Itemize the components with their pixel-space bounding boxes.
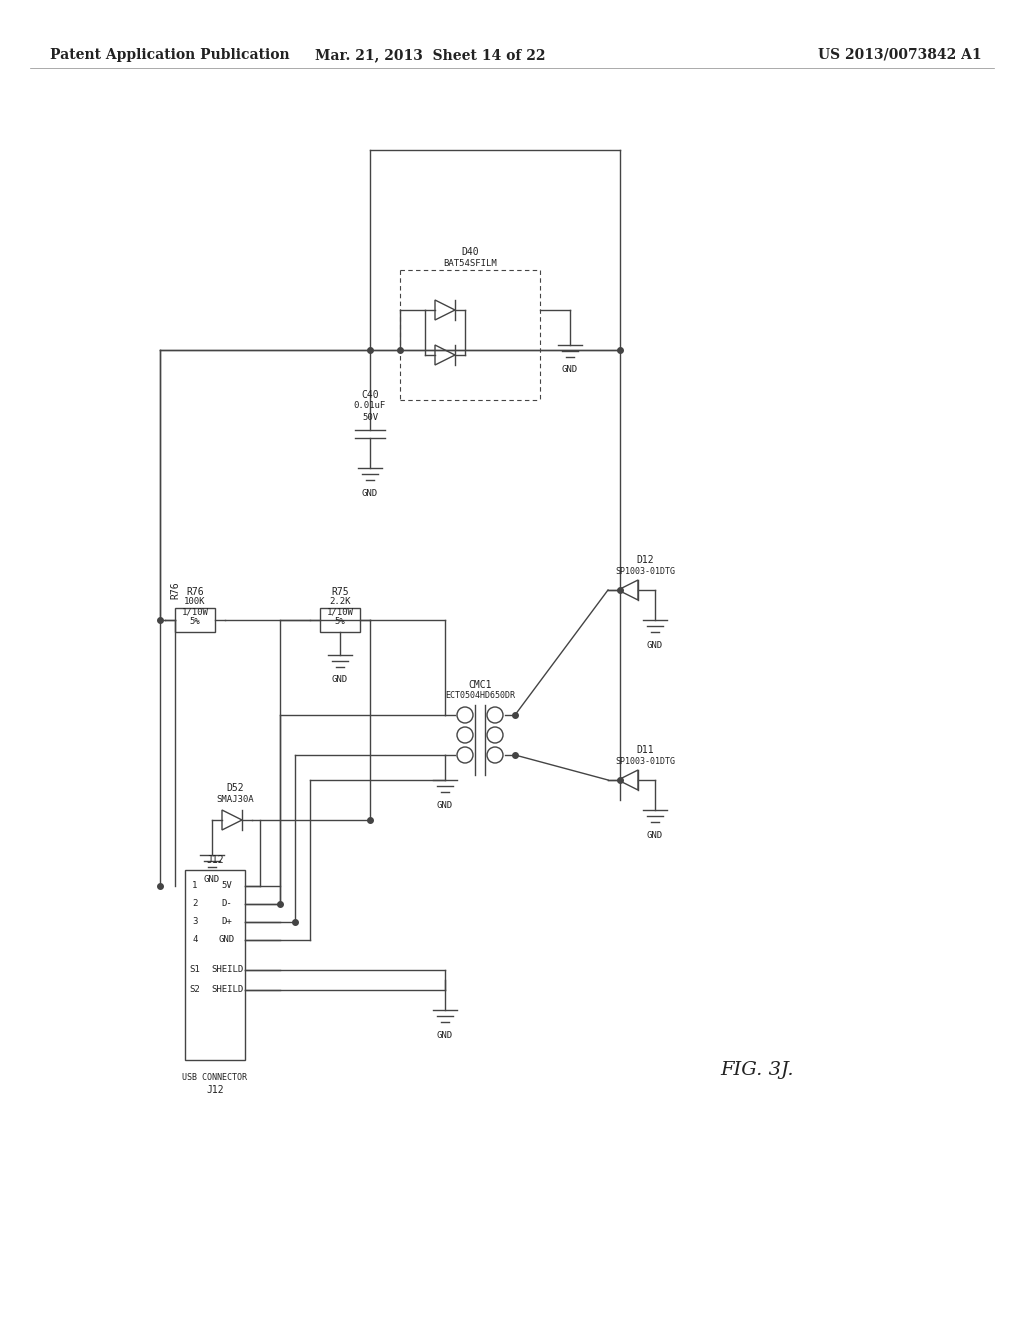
Text: R76: R76 [186,587,204,597]
Text: 1/10W: 1/10W [327,607,353,616]
Text: 2: 2 [193,899,198,908]
Text: J12: J12 [206,1085,224,1096]
Text: 3: 3 [193,917,198,927]
Text: SP1003-01DTG: SP1003-01DTG [615,566,675,576]
Text: S1: S1 [189,965,201,974]
Text: D52: D52 [226,783,244,793]
Text: GND: GND [361,488,378,498]
Text: CMC1: CMC1 [468,680,492,690]
Text: Mar. 21, 2013  Sheet 14 of 22: Mar. 21, 2013 Sheet 14 of 22 [314,48,545,62]
Text: ECT0504HD650DR: ECT0504HD650DR [445,690,515,700]
Text: 100K: 100K [184,598,206,606]
Text: US 2013/0073842 A1: US 2013/0073842 A1 [818,48,982,62]
Text: 50V: 50V [361,412,378,421]
Text: D40: D40 [461,247,479,257]
Text: R75: R75 [331,587,349,597]
Text: D+: D+ [221,917,232,927]
Text: GND: GND [562,366,579,375]
Text: FIG. 3J.: FIG. 3J. [720,1061,794,1078]
Text: GND: GND [647,640,664,649]
Text: 4: 4 [193,936,198,945]
Text: 1/10W: 1/10W [181,607,209,616]
Text: SMAJ30A: SMAJ30A [216,796,254,804]
Text: SP1003-01DTG: SP1003-01DTG [615,756,675,766]
Text: GND: GND [204,875,220,884]
Text: J12: J12 [206,855,224,865]
Text: SHEILD: SHEILD [211,965,243,974]
Text: 2.2K: 2.2K [330,598,351,606]
Text: D11: D11 [636,744,653,755]
Bar [185,870,245,1060]
Bar [319,609,360,632]
Text: R76: R76 [170,581,180,599]
Text: C40: C40 [361,389,379,400]
Text: S2: S2 [189,986,201,994]
Text: USB CONNECTOR: USB CONNECTOR [182,1073,248,1082]
Text: GND: GND [647,830,664,840]
Text: GND: GND [332,676,348,685]
Text: GND: GND [219,936,236,945]
Text: 5V: 5V [221,882,232,891]
Text: 5%: 5% [189,618,201,627]
Text: GND: GND [437,800,453,809]
Text: 1: 1 [193,882,198,891]
Text: SHEILD: SHEILD [211,986,243,994]
Text: Patent Application Publication: Patent Application Publication [50,48,290,62]
Text: D12: D12 [636,554,653,565]
Text: BAT54SFILM: BAT54SFILM [443,259,497,268]
Text: 5%: 5% [335,618,345,627]
Bar [175,609,215,632]
Text: GND: GND [437,1031,453,1040]
Text: D-: D- [221,899,232,908]
Text: 0.01uF: 0.01uF [354,401,386,411]
